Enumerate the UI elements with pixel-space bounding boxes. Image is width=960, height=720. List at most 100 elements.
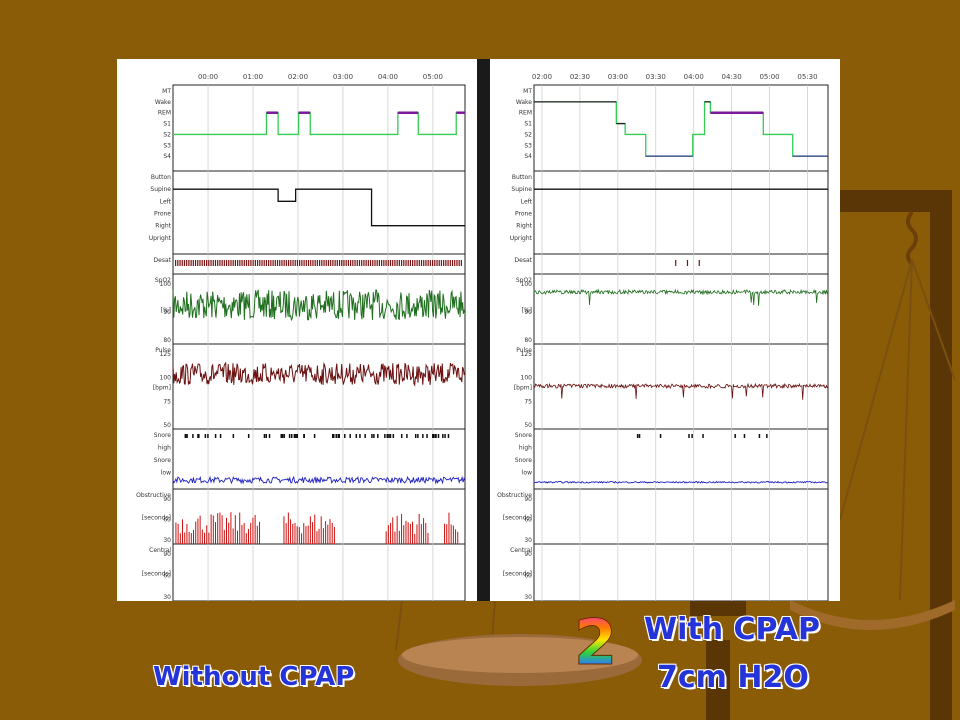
snore-high-mark — [688, 434, 690, 438]
desat-mark — [268, 260, 270, 266]
snore-high-mark — [335, 434, 337, 438]
track-desat: Desat — [154, 257, 462, 266]
snore-high-mark — [392, 434, 395, 438]
desat-mark — [194, 260, 197, 266]
desat-mark — [405, 260, 407, 266]
snore-high-mark — [414, 434, 417, 438]
snore-high-mark — [373, 434, 375, 438]
track-label: MT — [523, 88, 532, 95]
snore-trace — [172, 475, 466, 485]
snore-high-mark — [296, 434, 299, 438]
track-label: [seconds] — [142, 515, 171, 522]
desat-mark — [338, 260, 341, 266]
desat-mark — [245, 260, 248, 266]
scale-post — [930, 190, 952, 720]
desat-mark — [232, 260, 234, 266]
caption-with-cpap: With CPAP — [644, 612, 820, 647]
track-label: Central — [149, 547, 171, 554]
track-obstructive: Obstructive [seconds] 90 60 30 — [497, 492, 532, 544]
track-label: Right — [155, 223, 171, 230]
track-label: high — [519, 445, 532, 452]
x-tick-label: 05:00 — [423, 73, 443, 81]
track-snore: Snore high Snore low — [154, 432, 466, 485]
track-label: S4 — [163, 153, 171, 160]
snore-high-mark — [426, 434, 428, 438]
desat-mark — [458, 260, 460, 266]
snore-high-mark — [280, 434, 283, 438]
snore-high-mark — [192, 434, 194, 438]
desat-mark — [299, 260, 301, 266]
desat-mark — [400, 260, 403, 266]
snore-high-mark — [638, 434, 641, 438]
track-label: [bpm] — [153, 385, 171, 392]
y-tick-label: 100 — [521, 375, 533, 382]
desat-mark — [321, 260, 323, 266]
desat-mark — [241, 260, 243, 266]
desat-mark — [192, 260, 194, 266]
snore-high-mark — [263, 434, 266, 438]
plot-frame — [533, 84, 829, 602]
y-tick-label: 125 — [521, 351, 533, 358]
track-label: low — [522, 470, 532, 477]
desat-mark — [190, 260, 192, 266]
desat-mark — [369, 260, 372, 266]
snore-high-mark — [295, 434, 297, 438]
desat-mark — [341, 260, 343, 266]
desat-mark — [319, 260, 321, 266]
snore-high-mark — [184, 434, 187, 438]
track-label: SpO2 — [516, 277, 532, 284]
track-label: [seconds] — [503, 515, 532, 522]
track-label: Obstructive — [136, 492, 171, 499]
plot-frame — [172, 84, 466, 602]
track-central: Central [seconds] 90 60 30 — [503, 547, 533, 601]
desat-mark — [234, 260, 237, 266]
y-tick-label: 75 — [524, 398, 532, 405]
desat-mark — [460, 260, 462, 266]
track-label: Desat — [515, 257, 533, 264]
y-tick-label: 30 — [524, 594, 532, 601]
desat-mark — [361, 260, 363, 266]
desat-mark — [305, 260, 307, 266]
desat-mark — [274, 260, 276, 266]
desat-mark — [265, 260, 268, 266]
spo2-trace — [533, 288, 829, 306]
track-label: Snore — [154, 432, 172, 439]
scale-beam — [838, 190, 938, 212]
x-tick-label: 03:30 — [646, 73, 666, 81]
y-tick-label: 30 — [163, 594, 171, 601]
desat-mark — [177, 260, 179, 266]
x-tick-label: 05:00 — [759, 73, 779, 81]
desat-mark — [181, 260, 183, 266]
snore-high-mark — [437, 434, 440, 438]
desat-mark — [248, 260, 250, 266]
track-label: MT — [162, 88, 171, 95]
snore-high-mark — [659, 434, 662, 438]
y-tick-label: 30 — [163, 537, 171, 544]
x-tick-label: 03:00 — [608, 73, 628, 81]
snore-high-mark — [293, 434, 296, 438]
track-pulse: Pulse [bpm] 125 100 75 50 — [514, 347, 829, 429]
desat-mark — [301, 260, 303, 266]
snore-high-mark — [384, 434, 386, 438]
scale-hook — [906, 210, 918, 266]
desat-mark — [427, 260, 429, 266]
snore-trace — [533, 480, 829, 484]
desat-mark — [228, 260, 230, 266]
track-spo2: SpO2 [%] 100 90 80 — [516, 277, 829, 344]
desat-mark — [261, 260, 263, 266]
desat-mark — [372, 260, 374, 266]
desat-mark — [365, 260, 367, 266]
snore-high-mark — [232, 434, 235, 438]
track-label: REM — [519, 110, 532, 117]
track-label: Button — [151, 174, 171, 181]
desat-mark — [438, 260, 440, 266]
track-label: Prone — [515, 211, 532, 218]
desat-mark — [445, 260, 447, 266]
desat-mark — [389, 260, 392, 266]
position-line — [173, 188, 465, 227]
x-tick-label: 00:00 — [198, 73, 218, 81]
desat-mark — [237, 260, 239, 266]
desat-mark — [323, 260, 325, 266]
desat-mark — [283, 260, 285, 266]
